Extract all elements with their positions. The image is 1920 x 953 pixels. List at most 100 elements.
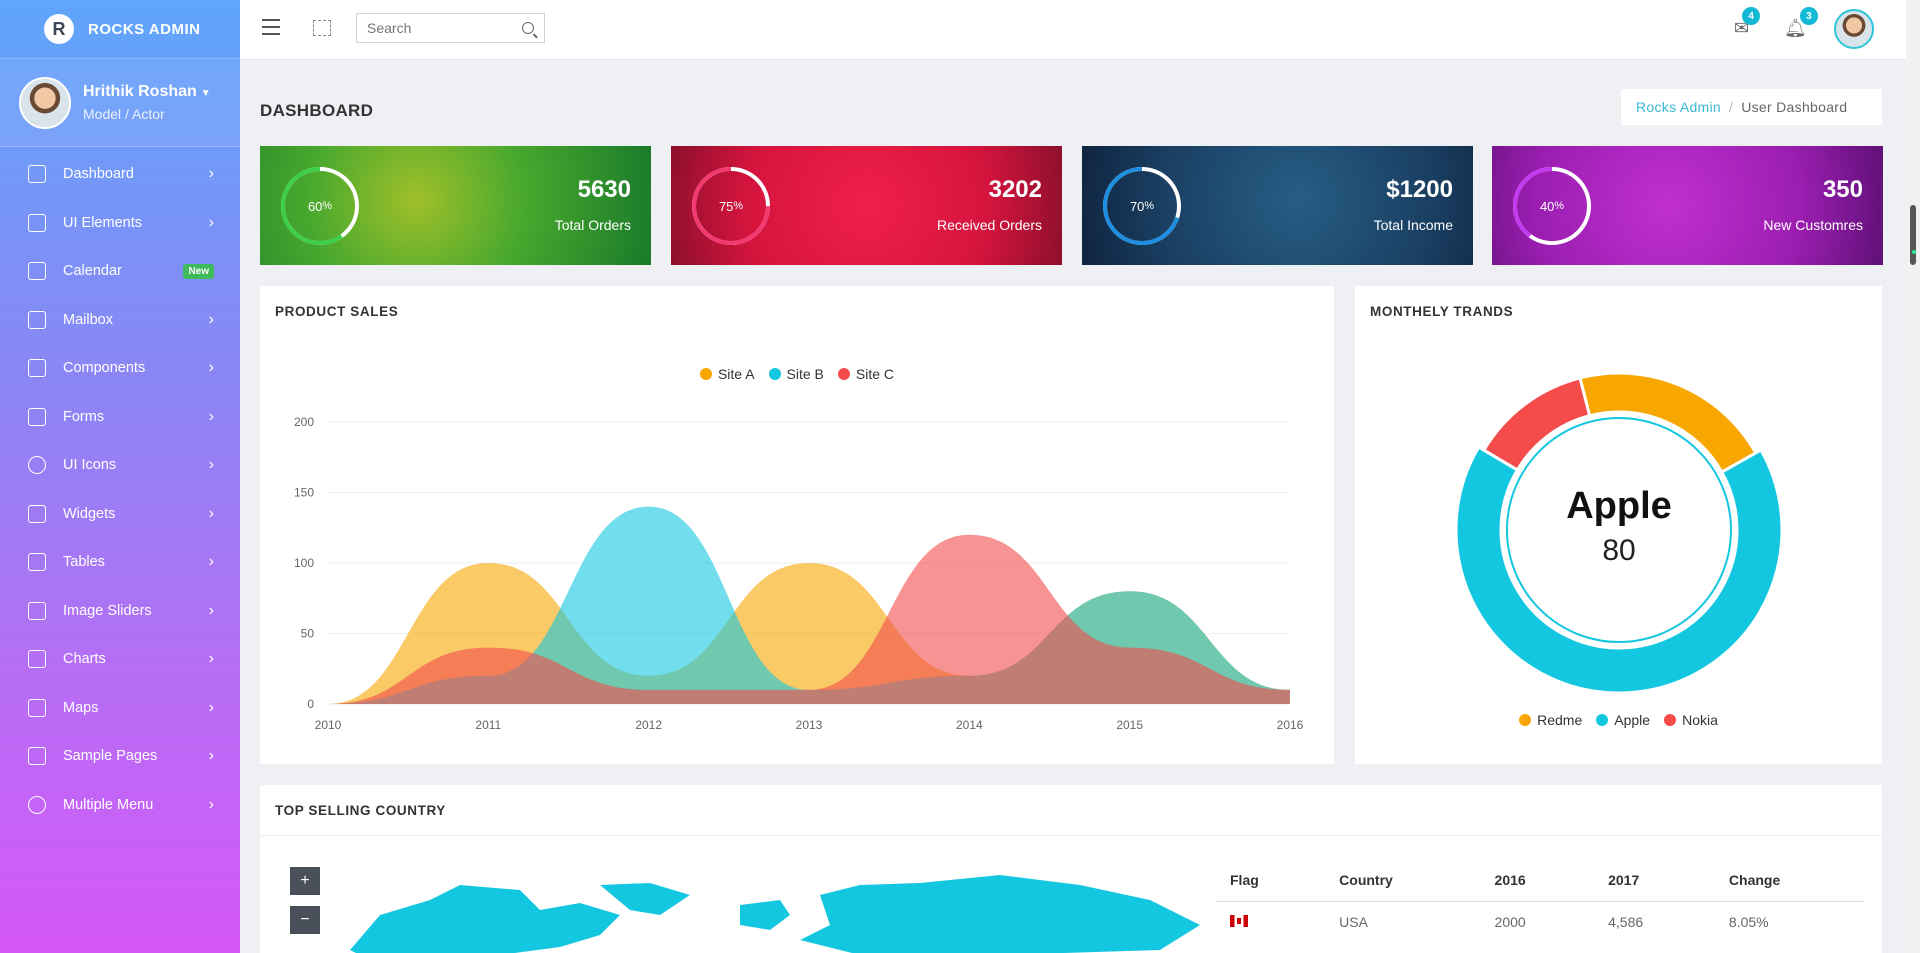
legend-item[interactable]: Site C <box>837 366 894 382</box>
stat-value: $1200 <box>1386 176 1453 203</box>
caret-down-icon: ▼ <box>200 88 211 99</box>
donut-slice-apple[interactable] <box>1454 444 1784 695</box>
stat-percent: 40% <box>1539 198 1565 214</box>
progress-ring <box>692 167 770 245</box>
stat-value: 5630 <box>577 176 631 203</box>
stat-card-total-income[interactable]: 70% $1200 Total Income <box>1082 146 1473 265</box>
profile-role: Model / Actor <box>83 106 165 122</box>
map-icon <box>28 698 46 717</box>
flame-icon <box>28 456 46 475</box>
profile-name-toggle[interactable]: Hrithik Roshan ▼ <box>83 83 211 101</box>
breadcrumb-home-link[interactable]: Rocks Admin <box>1636 99 1721 115</box>
sidebar-item-image-sliders[interactable]: Image Sliders › <box>0 587 240 636</box>
brand-logo: R <box>44 14 74 44</box>
sidebar-item-dashboard[interactable]: Dashboard › <box>0 150 240 199</box>
user-avatar-button[interactable] <box>1834 9 1874 49</box>
sidebar-item-sample-pages[interactable]: Sample Pages › <box>0 732 240 781</box>
menu-toggle-icon[interactable] <box>262 19 280 35</box>
sidebar: R ROCKS ADMIN Hrithik Roshan ▼ Model / Ac… <box>0 0 240 953</box>
donut-slice-nokia[interactable] <box>1481 376 1592 472</box>
world-map[interactable] <box>300 855 1250 953</box>
sidebar-item-ui-elements[interactable]: UI Elements › <box>0 199 240 248</box>
product-sales-chart: 0 50 100 150 200 2010 2011 2012 2013 2014 2015 2016 <box>294 415 1304 732</box>
sidebar-item-label: UI Elements <box>63 214 142 231</box>
y-tick-label: 100 <box>294 556 314 570</box>
progress-ring <box>281 167 359 245</box>
sidebar-item-ui-icons[interactable]: UI Icons › <box>0 441 240 490</box>
search-box <box>356 13 545 43</box>
legend-dot <box>1596 714 1609 726</box>
column-header: Country <box>1324 859 1480 902</box>
widget-icon <box>28 504 46 523</box>
stat-card-new-customers[interactable]: 40% 350 New Customres <box>1492 146 1883 265</box>
stat-card-received-orders[interactable]: 75% 3202 Received Orders <box>671 146 1062 265</box>
value-2016-cell: 2000 <box>1494 914 1526 930</box>
search-input[interactable] <box>367 20 522 36</box>
x-tick-label: 2014 <box>956 718 983 732</box>
sidebar-item-widgets[interactable]: Widgets › <box>0 490 240 539</box>
zoom-in-button[interactable]: + <box>290 867 320 895</box>
panel-title: TOP SELLING COUNTRY <box>275 803 446 818</box>
sidebar-item-forms[interactable]: Forms › <box>0 393 240 442</box>
user-profile[interactable]: Hrithik Roshan ▼ Model / Actor <box>0 59 240 147</box>
progress-arc <box>1513 167 1591 245</box>
chevron-right-icon: › <box>208 553 214 571</box>
stat-percent: 60% <box>307 198 333 214</box>
sidebar-item-tables[interactable]: Tables › <box>0 538 240 587</box>
sidebar-item-multiple-menu[interactable]: Multiple Menu › <box>0 781 240 830</box>
table-row[interactable]: USA 2000 4,586 8.05% <box>1215 902 1865 943</box>
donut-slice-redme[interactable] <box>1578 371 1758 475</box>
donut-center-label: Apple <box>1566 485 1672 527</box>
legend-item[interactable]: Site A <box>699 366 755 382</box>
series-area-site-c[interactable] <box>328 534 1290 704</box>
stat-percent: 70% <box>1129 198 1155 214</box>
sidebar-item-label: Forms <box>63 408 105 425</box>
chevron-right-icon: › <box>208 504 214 522</box>
fullscreen-icon[interactable] <box>313 20 331 36</box>
progress-ring <box>1103 167 1181 245</box>
legend-item[interactable]: Redme <box>1519 712 1582 728</box>
x-tick-label: 2012 <box>635 718 662 732</box>
breadcrumb-current: User Dashboard <box>1741 99 1848 115</box>
bell-icon[interactable]: 🔔︎ 3 <box>1784 7 1818 39</box>
sidebar-item-maps[interactable]: Maps › <box>0 684 240 733</box>
panel-title: MONTHELY TRANDS <box>1370 304 1514 319</box>
progress-arc <box>1103 167 1181 245</box>
sidebar-item-label: Image Sliders <box>63 602 152 619</box>
search-icon[interactable] <box>522 22 534 34</box>
brand[interactable]: R ROCKS ADMIN <box>0 0 240 59</box>
image-icon <box>28 601 46 620</box>
folder-icon <box>28 747 46 766</box>
scroll-indicator <box>1912 250 1916 254</box>
avatar <box>19 76 71 129</box>
y-tick-label: 200 <box>294 415 314 429</box>
sidebar-item-components[interactable]: Components › <box>0 344 240 393</box>
scrollbar-thumb[interactable] <box>1910 205 1916 265</box>
grid-icon <box>28 553 46 572</box>
page-scrollbar[interactable] <box>1906 0 1920 953</box>
sidebar-item-label: Charts <box>63 651 106 668</box>
x-tick-label: 2011 <box>475 718 501 732</box>
mail-icon[interactable]: ✉ 4 <box>1734 7 1761 39</box>
donut-legend: Redme Apple Nokia <box>1355 712 1882 728</box>
legend-item[interactable]: Nokia <box>1664 712 1718 728</box>
globe-icon <box>28 795 46 814</box>
change-cell: 8.05% <box>1728 914 1769 930</box>
stat-card-total-orders[interactable]: 60% 5630 Total Orders <box>260 146 651 265</box>
monthly-trends-donut: Apple 80 <box>1454 371 1784 695</box>
stat-label: Total Orders <box>554 217 631 233</box>
sidebar-item-mailbox[interactable]: Mailbox › <box>0 296 240 345</box>
brand-name: ROCKS ADMIN <box>88 20 201 38</box>
progress-arc <box>692 167 770 245</box>
legend-item[interactable]: Site B <box>768 366 824 382</box>
progress-ring <box>1513 167 1591 245</box>
stat-percent: 75% <box>718 198 744 214</box>
sidebar-item-label: Calendar <box>63 263 122 280</box>
zoom-out-button[interactable]: − <box>290 906 320 934</box>
chevron-right-icon: › <box>208 213 214 231</box>
legend-item[interactable]: Apple <box>1596 712 1650 728</box>
notification-count-badge: 3 <box>1799 7 1818 25</box>
legend-dot <box>837 368 850 380</box>
sidebar-item-charts[interactable]: Charts › <box>0 635 240 684</box>
sidebar-item-calendar[interactable]: Calendar New <box>0 247 240 296</box>
